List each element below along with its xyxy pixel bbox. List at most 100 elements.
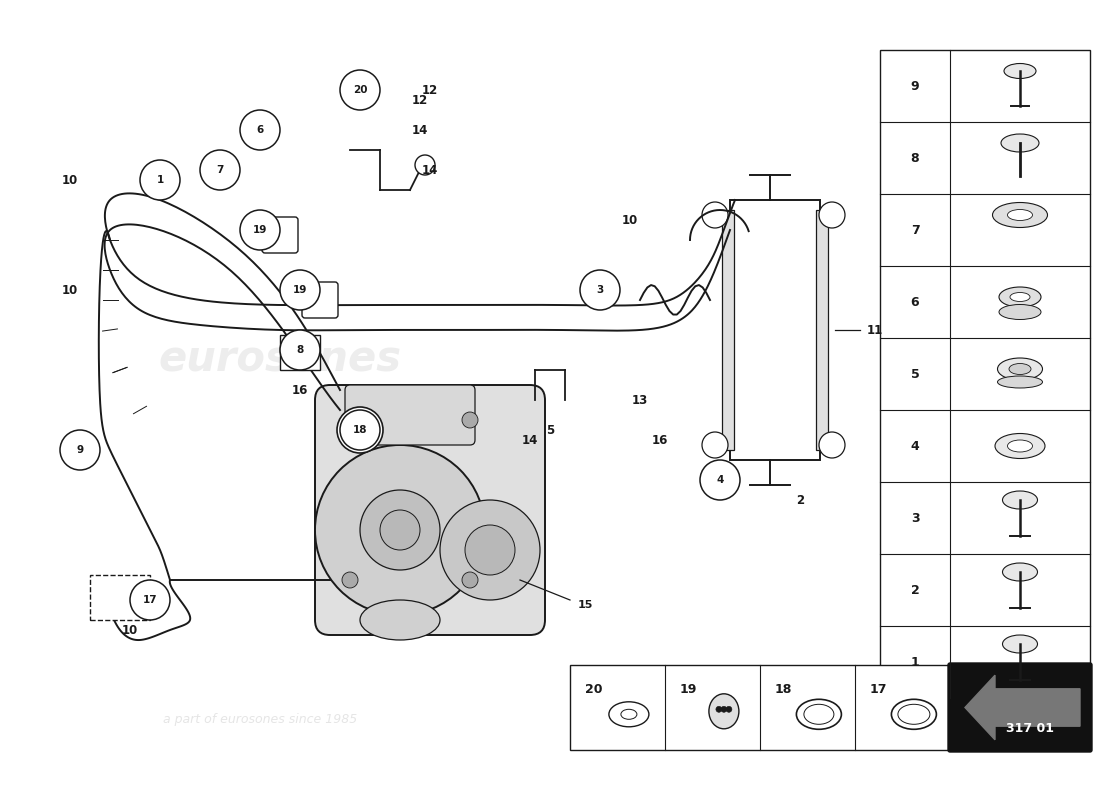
- Ellipse shape: [804, 704, 834, 724]
- Bar: [730, 200, 820, 460]
- Circle shape: [700, 460, 740, 500]
- Text: 4: 4: [716, 475, 724, 485]
- Ellipse shape: [992, 202, 1047, 227]
- Text: 12: 12: [422, 83, 438, 97]
- Circle shape: [200, 150, 240, 190]
- Polygon shape: [965, 675, 1080, 740]
- Ellipse shape: [360, 600, 440, 640]
- Circle shape: [702, 432, 728, 458]
- Text: 3: 3: [596, 285, 604, 295]
- Text: 10: 10: [62, 283, 78, 297]
- Text: 7: 7: [217, 165, 223, 175]
- Text: 19: 19: [253, 225, 267, 235]
- Bar: [90, 575, 150, 620]
- Text: 12: 12: [411, 94, 428, 106]
- Text: 2: 2: [911, 583, 920, 597]
- Ellipse shape: [996, 434, 1045, 458]
- Text: 2: 2: [796, 494, 804, 506]
- Ellipse shape: [620, 710, 637, 719]
- FancyBboxPatch shape: [315, 385, 544, 635]
- Ellipse shape: [891, 699, 936, 730]
- Ellipse shape: [1001, 134, 1040, 152]
- FancyBboxPatch shape: [262, 217, 298, 253]
- Text: 18: 18: [776, 683, 792, 696]
- Text: 9: 9: [76, 445, 84, 455]
- Ellipse shape: [1008, 210, 1033, 221]
- Bar: [280, 335, 320, 370]
- Ellipse shape: [1008, 440, 1033, 452]
- Circle shape: [342, 412, 358, 428]
- Circle shape: [716, 706, 722, 712]
- Ellipse shape: [1009, 363, 1031, 374]
- Ellipse shape: [1010, 293, 1030, 302]
- Text: 10: 10: [62, 174, 78, 186]
- Bar: [722, 210, 734, 450]
- Circle shape: [140, 160, 180, 200]
- Ellipse shape: [999, 305, 1041, 319]
- Text: 1: 1: [156, 175, 164, 185]
- Circle shape: [415, 155, 434, 175]
- Text: 10: 10: [122, 623, 139, 637]
- Circle shape: [342, 572, 358, 588]
- Ellipse shape: [1004, 63, 1036, 78]
- Circle shape: [465, 525, 515, 575]
- Text: 5: 5: [911, 367, 920, 381]
- Circle shape: [240, 210, 280, 250]
- Text: 8: 8: [911, 151, 920, 165]
- Ellipse shape: [898, 704, 929, 724]
- Ellipse shape: [999, 287, 1041, 307]
- Text: 5: 5: [546, 423, 554, 437]
- Circle shape: [820, 432, 845, 458]
- Text: 7: 7: [911, 223, 920, 237]
- Text: 4: 4: [911, 439, 920, 453]
- Text: 8: 8: [296, 345, 304, 355]
- Circle shape: [580, 270, 620, 310]
- Circle shape: [240, 110, 280, 150]
- Ellipse shape: [796, 699, 842, 730]
- Text: eurosones: eurosones: [158, 339, 402, 381]
- Circle shape: [280, 270, 320, 310]
- Text: a part of eurosones since 1985: a part of eurosones since 1985: [163, 714, 358, 726]
- Circle shape: [720, 706, 727, 712]
- Text: 10: 10: [621, 214, 638, 226]
- Text: 14: 14: [411, 123, 428, 137]
- FancyBboxPatch shape: [302, 282, 338, 318]
- Bar: [880, 50, 1090, 698]
- Circle shape: [360, 490, 440, 570]
- Text: 16: 16: [652, 434, 668, 446]
- FancyBboxPatch shape: [345, 385, 475, 445]
- Text: 13: 13: [631, 394, 648, 406]
- Bar: [570, 665, 950, 750]
- Text: 17: 17: [143, 595, 157, 605]
- Text: 9: 9: [911, 79, 920, 93]
- Ellipse shape: [1002, 491, 1037, 509]
- Text: 1: 1: [911, 655, 920, 669]
- Circle shape: [820, 202, 845, 228]
- Text: 6: 6: [256, 125, 264, 135]
- Text: 11: 11: [867, 323, 883, 337]
- Circle shape: [462, 412, 478, 428]
- Ellipse shape: [609, 702, 649, 726]
- Text: 17: 17: [870, 683, 888, 696]
- Ellipse shape: [998, 376, 1043, 388]
- FancyBboxPatch shape: [948, 663, 1092, 752]
- Text: 19: 19: [293, 285, 307, 295]
- Text: 16: 16: [292, 383, 308, 397]
- Circle shape: [315, 445, 485, 615]
- Circle shape: [379, 510, 420, 550]
- Circle shape: [340, 70, 379, 110]
- Ellipse shape: [708, 694, 739, 729]
- Text: 15: 15: [578, 600, 593, 610]
- Text: 18: 18: [353, 425, 367, 435]
- Text: 3: 3: [911, 511, 920, 525]
- Circle shape: [60, 430, 100, 470]
- Text: 14: 14: [421, 163, 438, 177]
- Circle shape: [726, 706, 732, 712]
- Circle shape: [337, 407, 383, 453]
- Circle shape: [462, 572, 478, 588]
- Circle shape: [440, 500, 540, 600]
- Text: 317 01: 317 01: [1006, 722, 1054, 735]
- Ellipse shape: [998, 358, 1043, 380]
- Ellipse shape: [1002, 635, 1037, 653]
- Bar: [816, 210, 828, 450]
